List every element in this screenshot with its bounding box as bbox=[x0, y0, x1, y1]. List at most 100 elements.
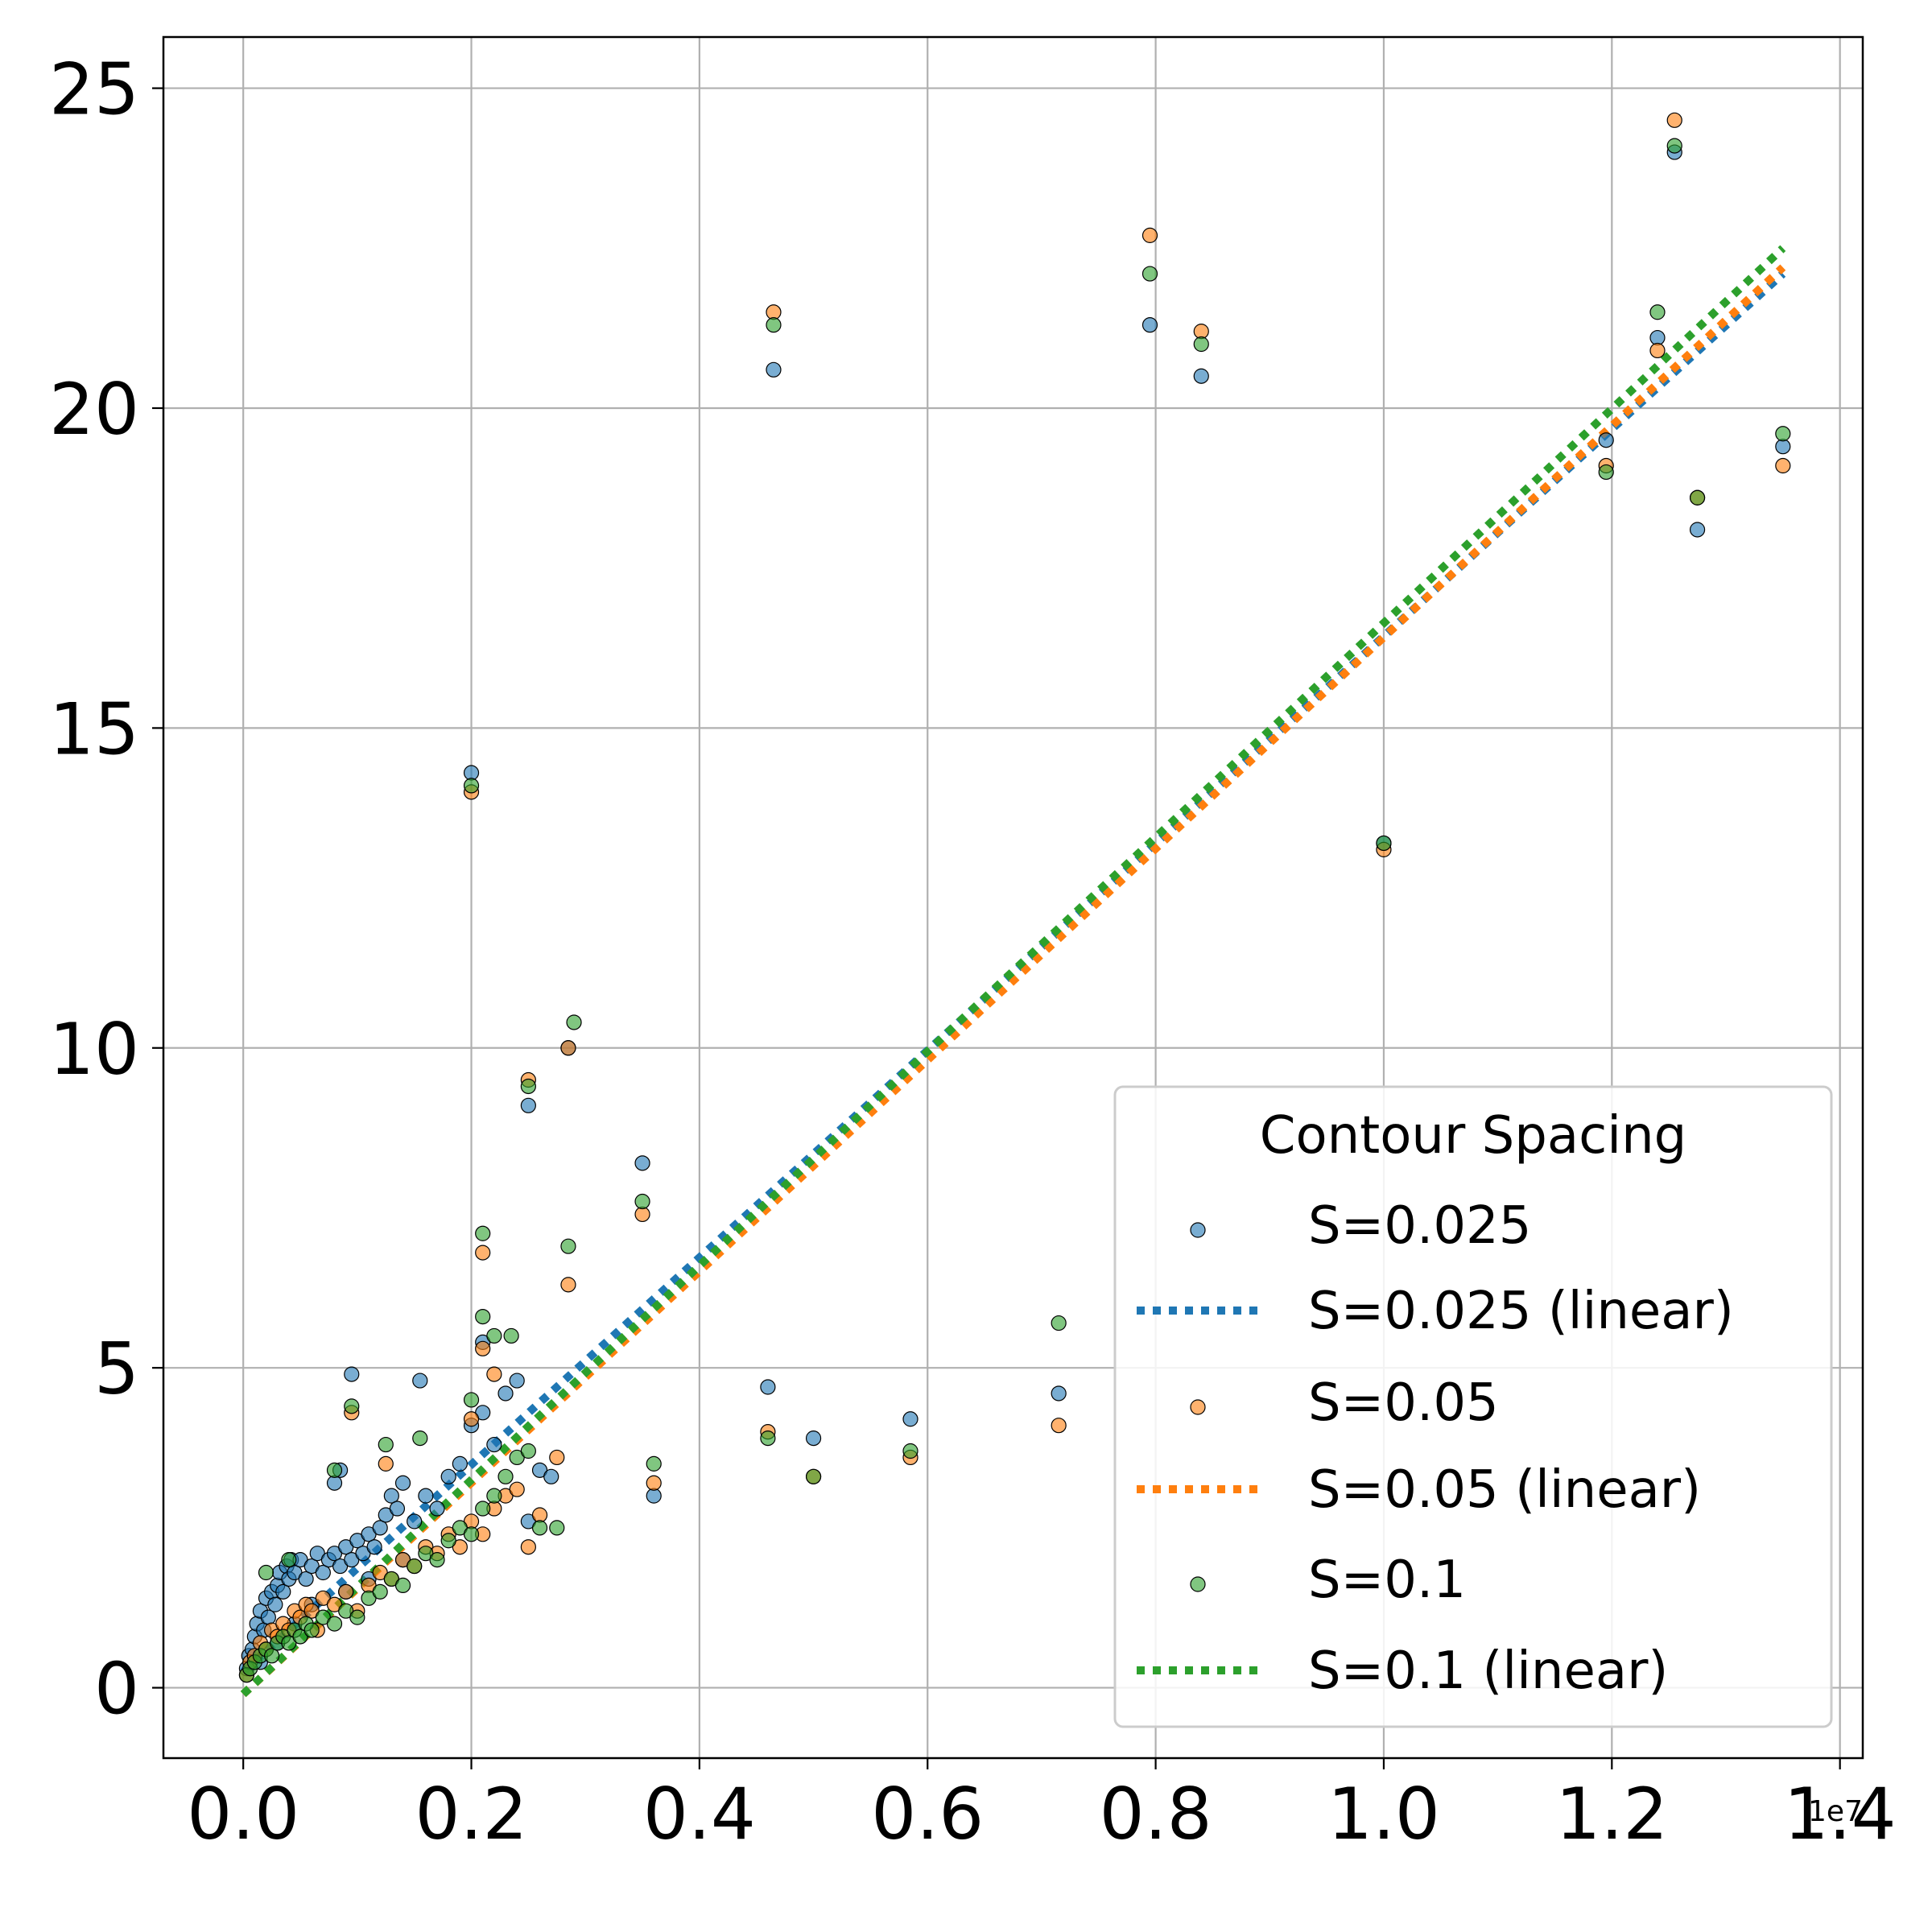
y-tick-label: 5 bbox=[94, 1327, 139, 1410]
x-tick-label: 1.4 bbox=[1784, 1773, 1897, 1856]
scatter-point bbox=[1666, 112, 1682, 128]
scatter-point bbox=[344, 1398, 360, 1414]
scatter-point bbox=[1649, 304, 1666, 320]
scatter-point bbox=[1141, 317, 1158, 333]
scatter-point bbox=[560, 1040, 576, 1056]
legend-entry-s01-linear: S=0.1 (linear) bbox=[1137, 1641, 1668, 1701]
scatter-point bbox=[509, 1373, 525, 1389]
scatter-point bbox=[760, 1430, 776, 1447]
x-tick-label: 1.2 bbox=[1555, 1773, 1668, 1856]
scatter-point bbox=[902, 1443, 919, 1459]
scatter-point bbox=[1376, 835, 1392, 852]
scatter-point bbox=[407, 1558, 423, 1575]
legend-label-s005-linear: S=0.05 (linear) bbox=[1308, 1460, 1701, 1520]
y-tick-label: 15 bbox=[49, 687, 139, 770]
scatter-point bbox=[1193, 336, 1209, 353]
x-exponent-label: 1e7 bbox=[1808, 1795, 1863, 1828]
scatter-point bbox=[452, 1455, 468, 1472]
scatter-point bbox=[475, 1308, 491, 1325]
linear-fit-line bbox=[240, 245, 1786, 1698]
scatter-point bbox=[349, 1609, 365, 1625]
plot-frame bbox=[162, 35, 1864, 1760]
scatter-point bbox=[463, 1392, 480, 1408]
x-tick-label: 0.0 bbox=[187, 1773, 299, 1856]
scatter-point bbox=[429, 1552, 445, 1568]
data-points bbox=[238, 112, 1791, 1683]
scatter-point bbox=[1598, 464, 1614, 481]
scatter-point bbox=[1141, 227, 1158, 243]
legend-label-s01: S=0.1 bbox=[1308, 1550, 1466, 1610]
scatter-point bbox=[315, 1564, 331, 1581]
scatter-point bbox=[646, 1455, 662, 1472]
scatter-point bbox=[520, 1539, 536, 1555]
scatter-point bbox=[281, 1552, 297, 1568]
scatter-point bbox=[389, 1501, 406, 1517]
y-tick-label: 25 bbox=[49, 48, 139, 131]
scatter-point bbox=[760, 1379, 776, 1395]
x-tick-label: 1.0 bbox=[1327, 1773, 1440, 1856]
legend-label-s0025-linear: S=0.025 (linear) bbox=[1308, 1282, 1734, 1341]
scatter-point bbox=[1051, 1315, 1067, 1331]
scatter-point bbox=[497, 1385, 514, 1402]
scatter-point bbox=[634, 1155, 650, 1171]
scatter-point bbox=[258, 1564, 275, 1581]
legend-title: Contour Spacing bbox=[1260, 1106, 1687, 1166]
scatter-point bbox=[263, 1648, 280, 1664]
scatter-point bbox=[902, 1411, 919, 1427]
scatter-point bbox=[1689, 522, 1706, 538]
scatter-point bbox=[366, 1539, 382, 1555]
legend: Contour Spacing S=0.025 S=0.025 (linear)… bbox=[1113, 1085, 1833, 1728]
scatter-point bbox=[1598, 432, 1614, 448]
scatter-point bbox=[394, 1577, 411, 1594]
scatter-point bbox=[275, 1583, 291, 1600]
scatter-point bbox=[520, 1097, 536, 1113]
scatter-point bbox=[805, 1430, 822, 1447]
legend-entry-s01: S=0.1 bbox=[1190, 1550, 1466, 1610]
legend-marker-s01 bbox=[1190, 1576, 1206, 1592]
scatter-point bbox=[766, 317, 782, 333]
legend-label-s01-linear: S=0.1 (linear) bbox=[1308, 1641, 1668, 1701]
scatter-point bbox=[260, 1609, 276, 1625]
axis-ticks: 0.0 0.2 0.4 0.6 0.8 1.0 1.2 1.4 0 5 10 15 20 25 bbox=[49, 48, 1897, 1856]
scatter-point bbox=[497, 1468, 514, 1484]
legend-marker-s005 bbox=[1190, 1399, 1206, 1415]
legend-entry-s0025: S=0.025 bbox=[1190, 1196, 1531, 1256]
scatter-point bbox=[560, 1277, 576, 1293]
legend-label-s005: S=0.05 bbox=[1308, 1373, 1499, 1433]
scatter-point bbox=[267, 1596, 283, 1612]
scatter-point bbox=[407, 1513, 423, 1530]
y-tick-label: 0 bbox=[94, 1648, 139, 1731]
scatter-point bbox=[440, 1533, 456, 1549]
scatter-point bbox=[503, 1327, 519, 1344]
scatter-point bbox=[338, 1583, 354, 1600]
scatter-point bbox=[766, 361, 782, 378]
scatter-point bbox=[440, 1468, 456, 1484]
scatter-point bbox=[1051, 1385, 1067, 1402]
scatter-point bbox=[486, 1327, 502, 1344]
scatter-point bbox=[486, 1436, 502, 1453]
scatter-point bbox=[475, 1340, 491, 1356]
x-tick-label: 0.6 bbox=[871, 1773, 984, 1856]
legend-box bbox=[1113, 1085, 1833, 1728]
linear-fit-lines bbox=[240, 245, 1786, 1698]
scatter-point bbox=[418, 1488, 434, 1504]
scatter-point bbox=[520, 1078, 536, 1095]
legend-marker-s0025 bbox=[1190, 1222, 1206, 1238]
scatter-point bbox=[646, 1475, 662, 1491]
scatter-point bbox=[383, 1488, 399, 1504]
scatter-point bbox=[486, 1366, 502, 1382]
scatter-point bbox=[566, 1014, 582, 1030]
scatter-point bbox=[549, 1520, 565, 1536]
scatter-point bbox=[1141, 266, 1158, 282]
scatter-point bbox=[1193, 368, 1209, 384]
scatter-point bbox=[372, 1520, 388, 1536]
linear-fit-line bbox=[240, 264, 1786, 1698]
scatter-point bbox=[805, 1468, 822, 1484]
legend-label-s0025: S=0.025 bbox=[1308, 1196, 1531, 1256]
scatter-point bbox=[412, 1373, 428, 1389]
scatter-point bbox=[378, 1436, 394, 1453]
scatter-point bbox=[1051, 1418, 1067, 1434]
scatter-point bbox=[344, 1366, 360, 1382]
scatter-point bbox=[1649, 342, 1666, 359]
